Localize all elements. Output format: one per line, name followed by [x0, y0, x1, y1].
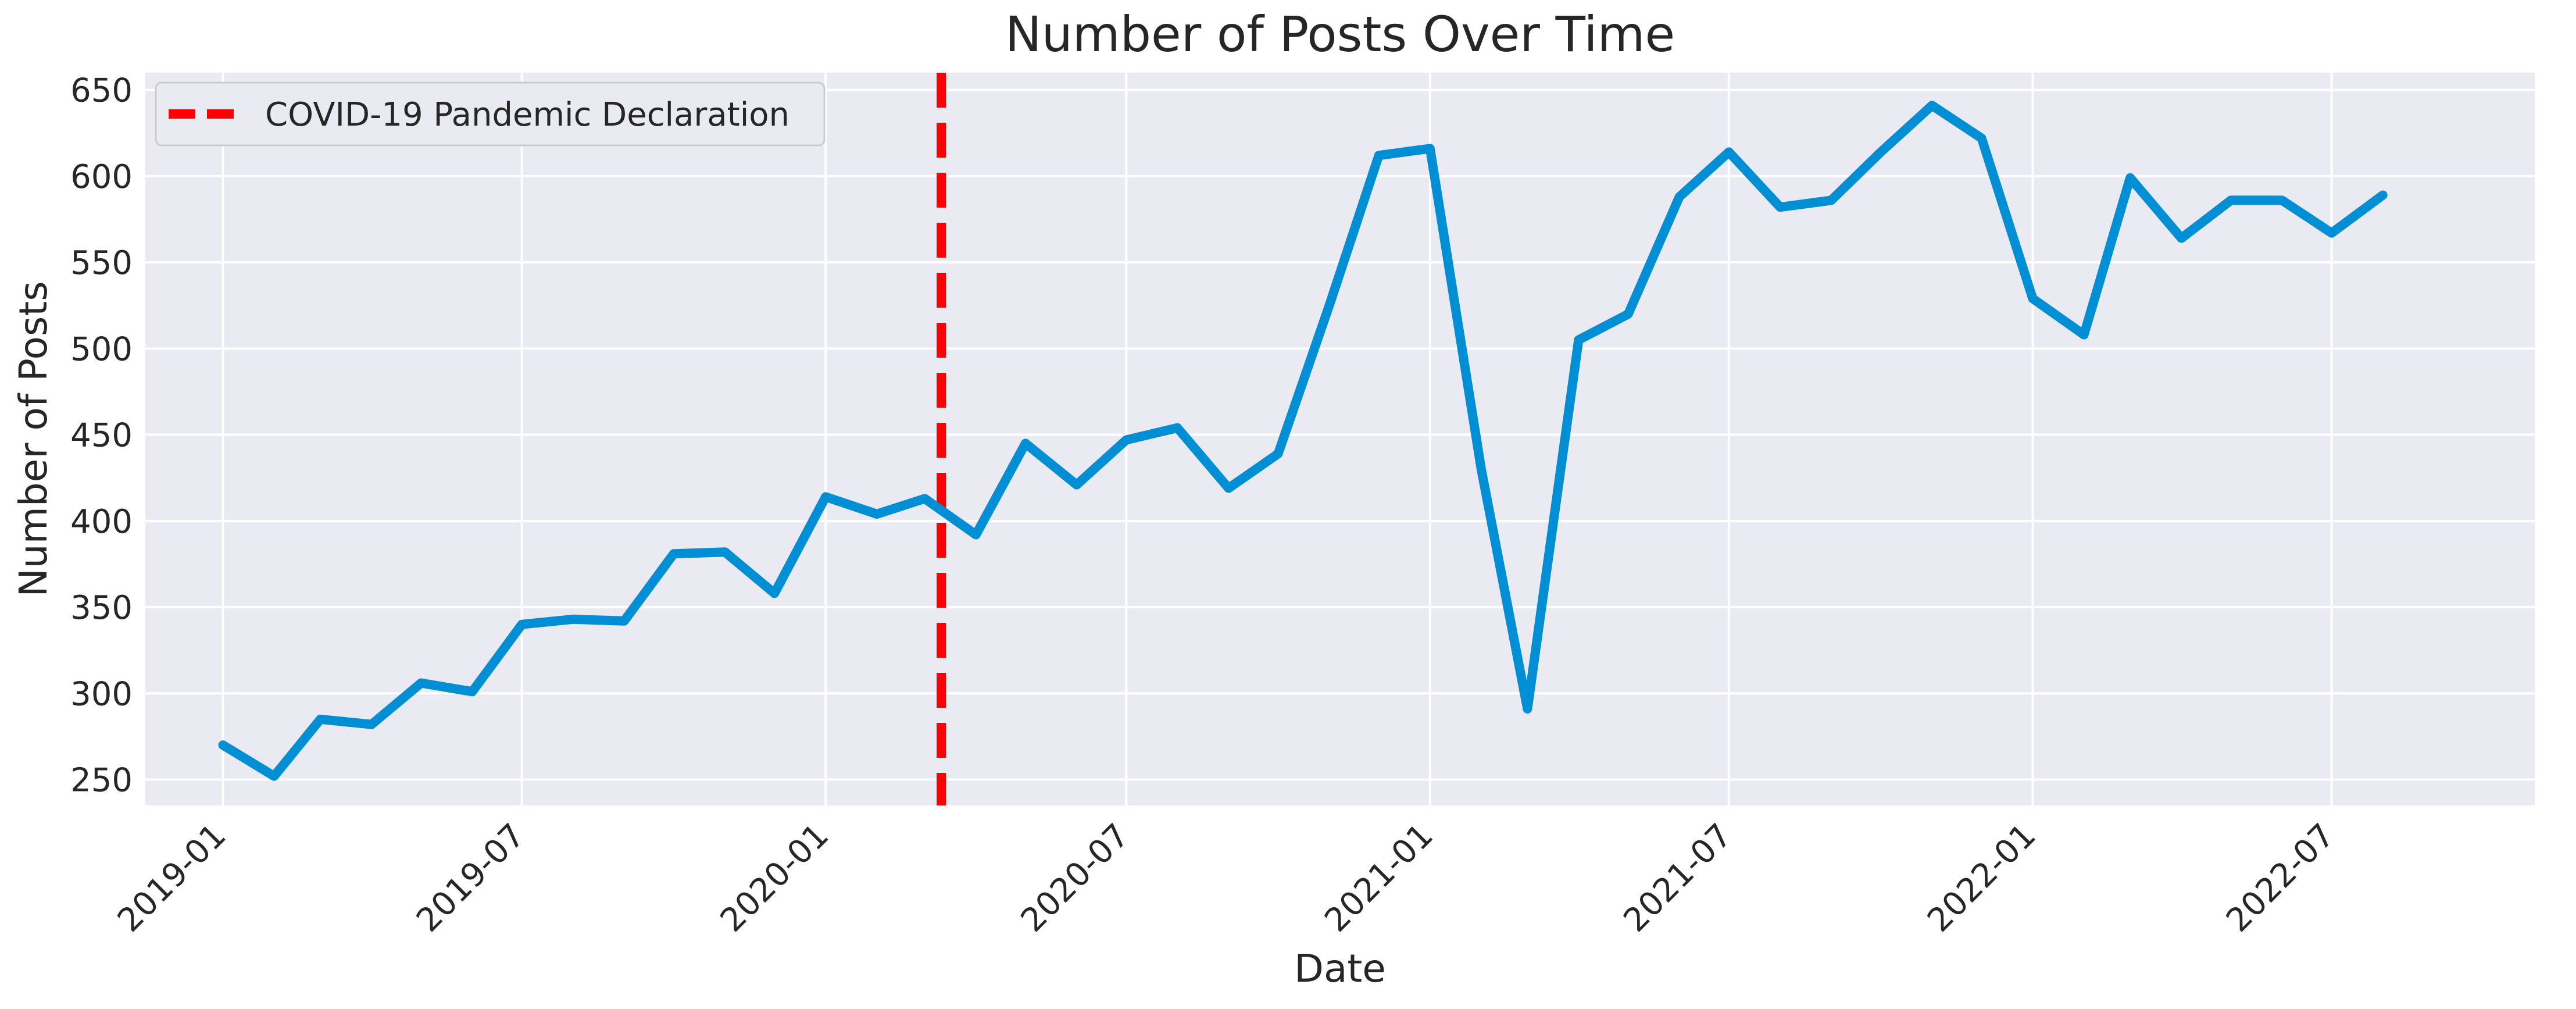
x-tick-label: 2019-07	[409, 817, 532, 939]
x-tick-label: 2021-07	[1616, 817, 1739, 939]
y-axis-label: Number of Posts	[11, 281, 56, 597]
x-tick-label: 2022-01	[1920, 817, 2043, 939]
x-tick-label: 2020-07	[1014, 817, 1137, 939]
series-layer	[218, 101, 2388, 781]
x-tick-label: 2019-01	[110, 817, 233, 939]
plot-area	[145, 73, 2535, 805]
legend-label-covid: COVID-19 Pandemic Declaration	[265, 96, 789, 134]
x-axis-ticks: 2019-01 2019-07 2020-01 2020-07 2021-01 2021-…	[110, 817, 2342, 939]
series-line	[218, 101, 2388, 781]
y-tick-label: 650	[70, 72, 133, 110]
y-tick-label: 250	[70, 762, 133, 800]
y-tick-label: 400	[70, 503, 133, 541]
y-tick-label: 300	[70, 675, 133, 713]
x-tick-label: 2020-01	[713, 817, 836, 939]
y-tick-label: 450	[70, 417, 133, 455]
y-axis-ticks: 250 300 350 400 450 500 550 600 650	[70, 72, 133, 800]
x-tick-label: 2021-01	[1317, 817, 1440, 939]
y-tick-label: 500	[70, 330, 133, 368]
y-tick-label: 550	[70, 244, 133, 282]
y-tick-label: 600	[70, 158, 133, 196]
legend-box	[155, 81, 826, 147]
x-axis-label: Date	[1294, 946, 1386, 991]
legend: COVID-19 Pandemic Declaration	[155, 81, 826, 147]
chart-title: Number of Posts Over Time	[1005, 6, 1675, 63]
y-tick-label: 350	[70, 589, 133, 627]
x-tick-label: 2022-07	[2219, 817, 2342, 939]
